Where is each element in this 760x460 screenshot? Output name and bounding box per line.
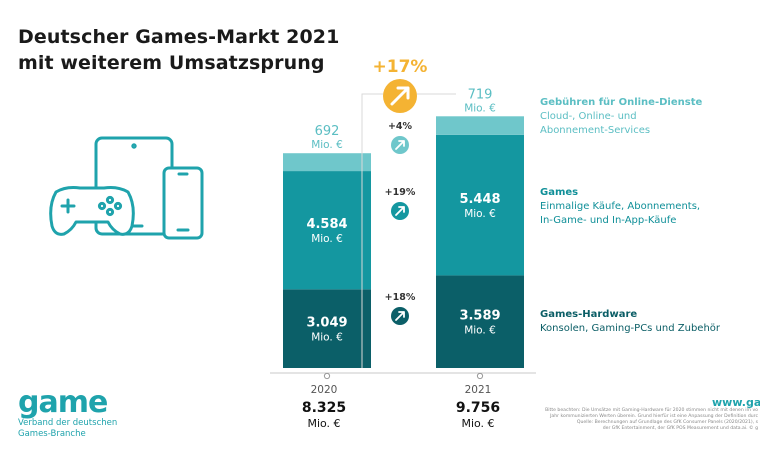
data-unit-2021-2: Mio. € [464, 102, 496, 114]
legend-hardware-heading: Games-Hardware [540, 309, 638, 320]
bar-2021-0 [436, 275, 524, 368]
legend-games-text-2: In-Game- und In-App-Käufe [540, 215, 677, 226]
devices-illustration [49, 136, 204, 240]
website-link[interactable]: www.gam [712, 396, 760, 409]
phone-icon [162, 166, 204, 240]
bar-2020-2 [283, 153, 371, 172]
x-tick-2020 [323, 372, 331, 380]
legend-games-text-1: Einmalige Käufe, Abonnements, [540, 201, 701, 212]
legend-cloud-text-1: Cloud-, Online- und [540, 111, 637, 122]
total-2020: 8.325 Mio. € [284, 400, 364, 431]
legend-hardware: Games-Hardware Konsolen, Gaming-PCs und … [540, 308, 720, 336]
total-2020-unit: Mio. € [307, 417, 341, 430]
year-label-2020: 2020 [310, 384, 338, 396]
footnote: Bitte beachten: Die Umsätze mit Gaming-H… [508, 408, 758, 432]
bar-2021-1 [436, 134, 524, 276]
data-label-2021-0: 3.589 [459, 309, 500, 324]
data-label-2021-2: 719 [468, 87, 493, 102]
legend-games: Games Einmalige Käufe, Abonnements, In-G… [540, 186, 700, 228]
bar-2021-2 [436, 116, 524, 135]
footnote-line-2: Jahr kommunizierten Werten überein. Grun… [550, 414, 758, 419]
data-label-2021-1: 5.448 [459, 192, 500, 207]
growth-arrow-icon-2 [395, 140, 405, 150]
logo-word: game [18, 385, 108, 420]
growth-label-2: +4% [388, 121, 413, 132]
overall-arrow-icon [390, 86, 410, 106]
growth-label-0: +18% [385, 292, 416, 303]
legend-cloud-heading: Gebühren für Online-Dienste [540, 97, 703, 108]
total-2021-unit: Mio. € [461, 417, 495, 430]
data-label-2020-0: 3.049 [306, 316, 347, 331]
data-unit-2020-1: Mio. € [311, 233, 343, 245]
overall-growth-label: +17% [373, 57, 428, 77]
total-2021: 9.756 Mio. € [438, 400, 518, 431]
legend-cloud: Gebühren für Online-Dienste Cloud-, Onli… [540, 96, 702, 138]
footnote-line-3: Quelle: Berechnungen auf Grundlage des G… [576, 420, 758, 425]
footnote-line-1: Bitte beachten: Die Umsätze mit Gaming-H… [545, 408, 758, 413]
legend-hardware-text-1: Konsolen, Gaming-PCs und Zubehör [540, 323, 721, 334]
title-line-1: Deutscher Games-Markt 2021 [18, 26, 340, 48]
logo-sub-1: Verband der deutschen [18, 418, 118, 428]
bar-2020-0 [283, 289, 371, 368]
growth-arrow-icon-1 [395, 206, 405, 216]
growth-label-1: +19% [385, 187, 416, 198]
x-tick-2021 [476, 372, 484, 380]
total-2020-value: 8.325 [301, 400, 347, 416]
growth-arrow-icon-0 [395, 311, 405, 321]
data-unit-2021-0: Mio. € [464, 325, 496, 337]
footnote-line-4: der GfK Entertainment, der GfK POS Measu… [602, 426, 758, 431]
growth-bracket [361, 93, 456, 368]
title-line-2: mit weiterem Umsatzsprung [18, 52, 325, 74]
data-unit-2020-0: Mio. € [311, 332, 343, 344]
game-logo: game Verband der deutschen Games-Branche [18, 388, 117, 440]
year-label-2021: 2021 [464, 384, 492, 396]
data-label-2020-1: 4.584 [306, 217, 347, 232]
legend-cloud-text-2: Abonnement-Services [540, 125, 651, 136]
data-unit-2021-1: Mio. € [464, 208, 496, 220]
data-label-2020-2: 692 [315, 124, 340, 139]
bar-2020-1 [283, 171, 371, 290]
data-unit-2020-2: Mio. € [311, 139, 343, 151]
logo-sub-2: Games-Branche [18, 429, 86, 439]
total-2021-value: 9.756 [455, 400, 501, 416]
page-title: Deutscher Games-Markt 2021 mit weiterem … [18, 24, 339, 76]
legend-games-heading: Games [540, 187, 579, 198]
